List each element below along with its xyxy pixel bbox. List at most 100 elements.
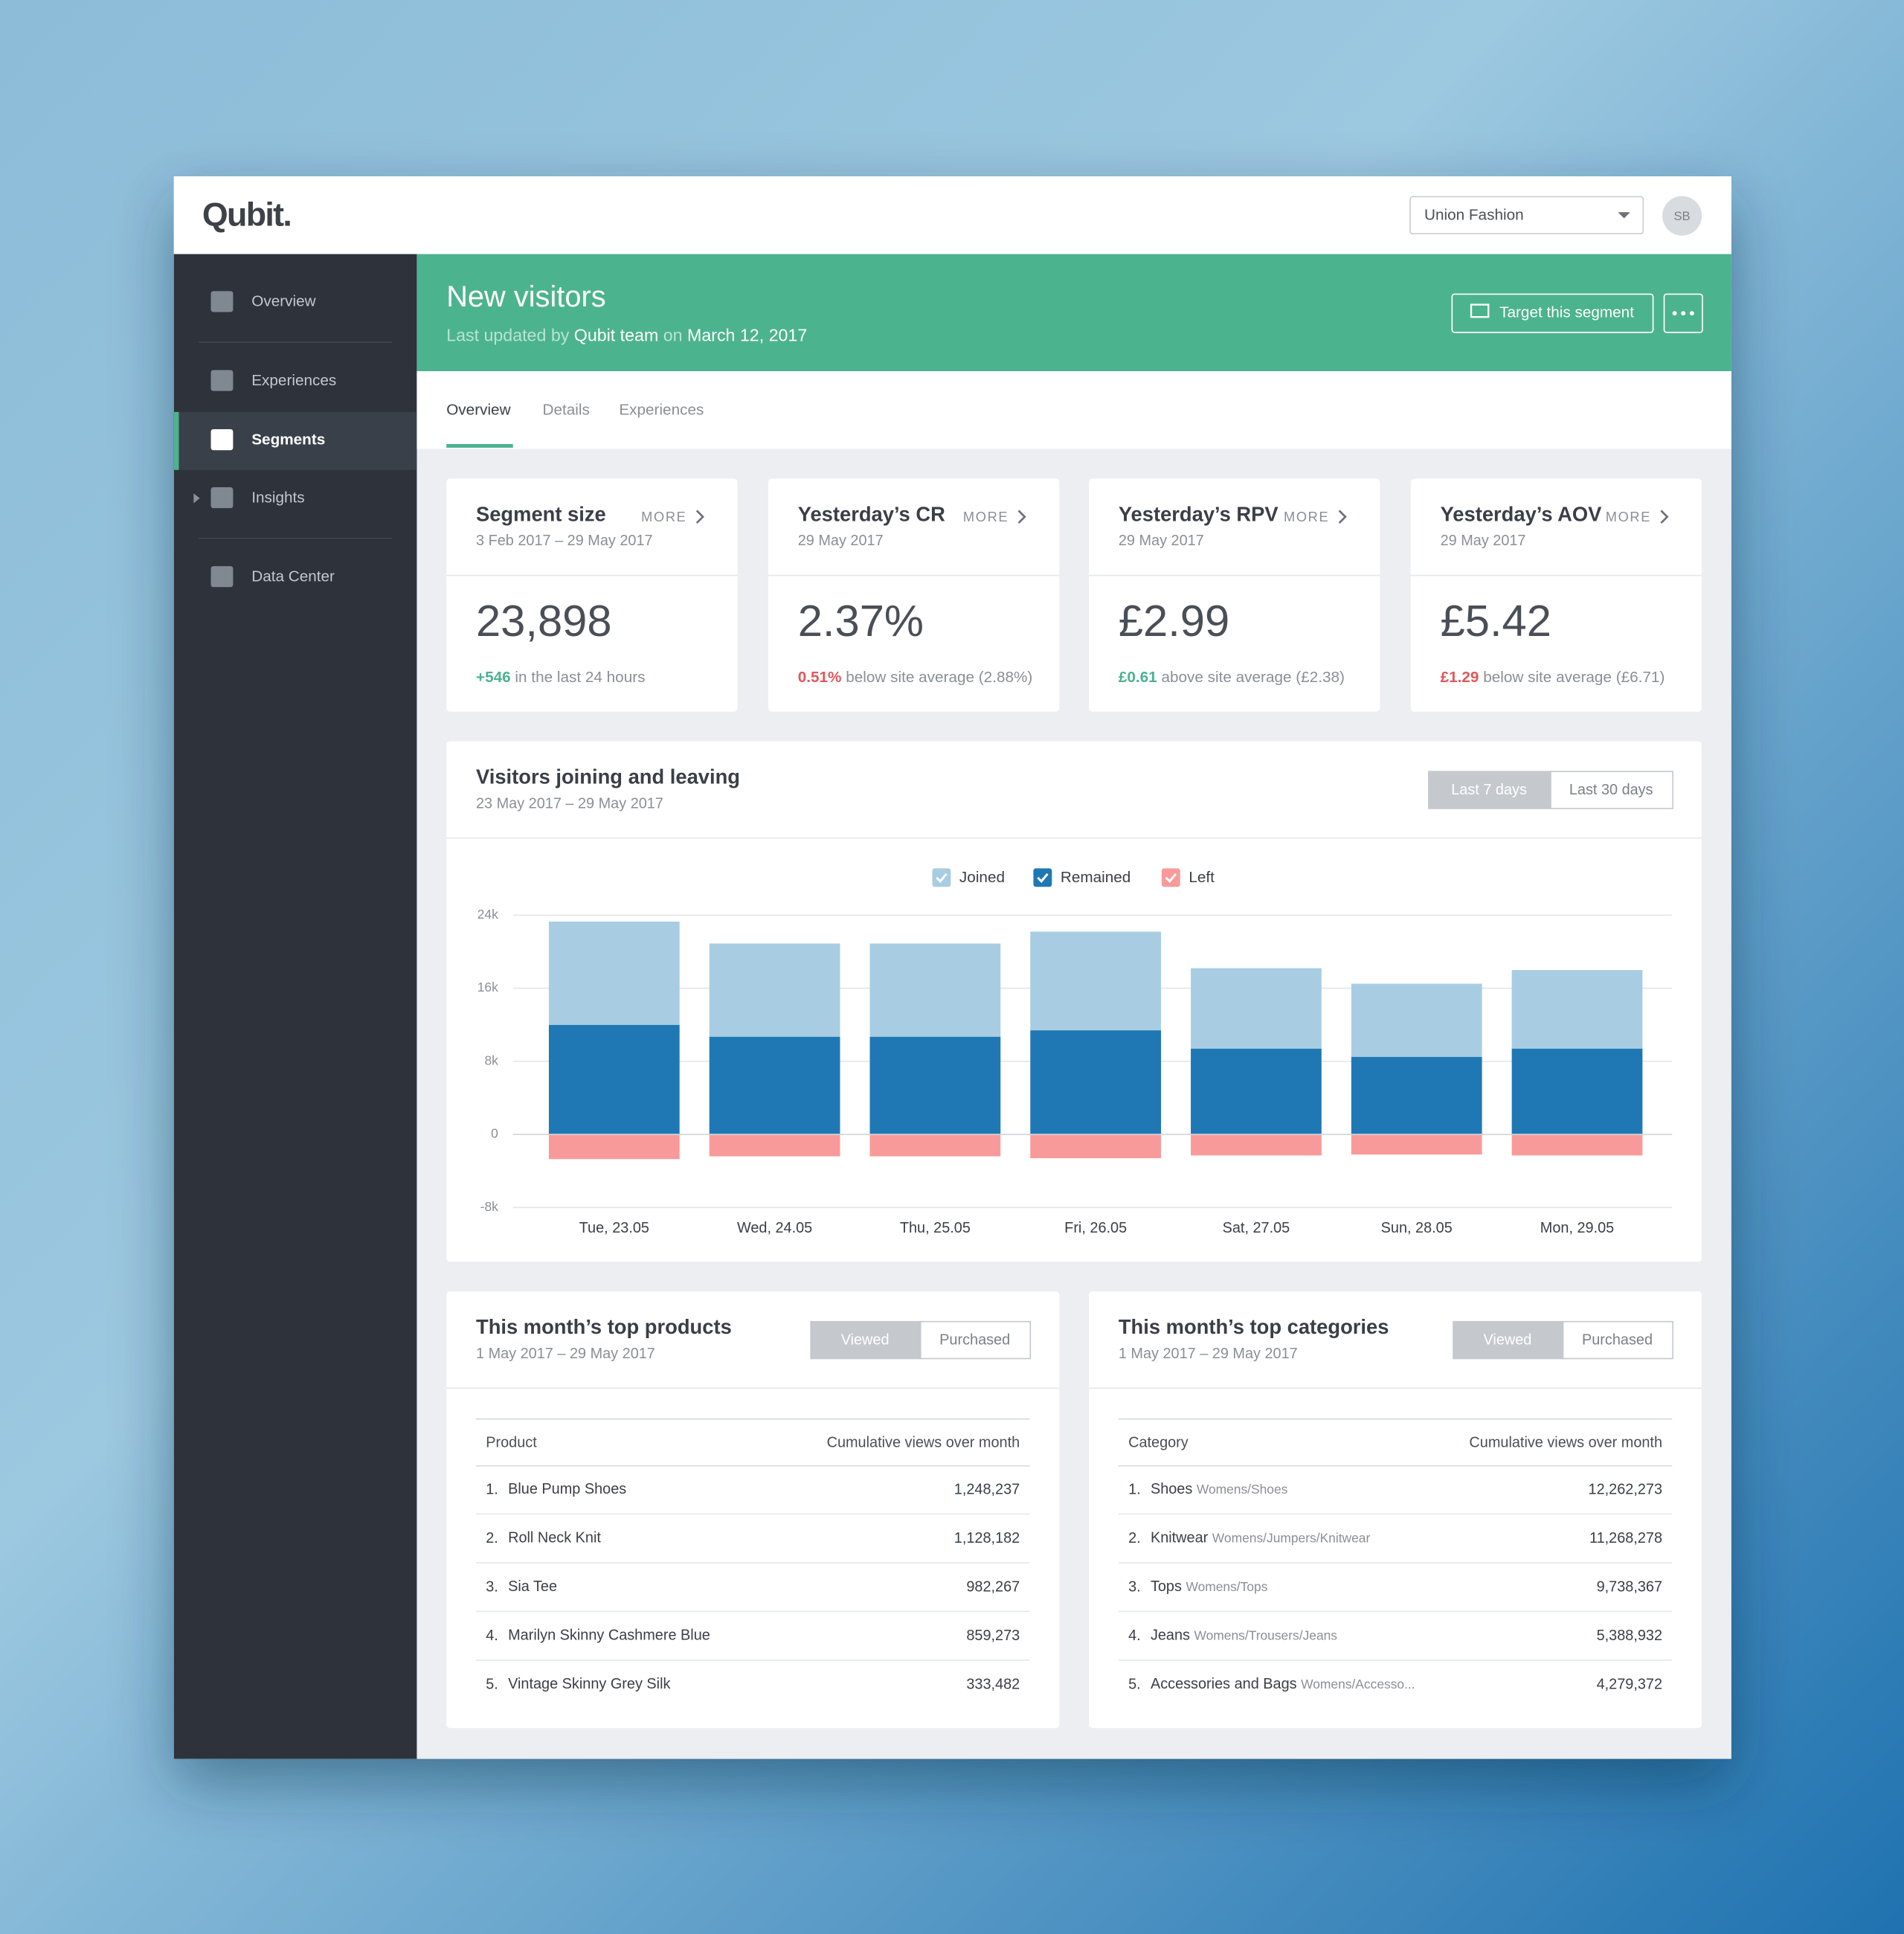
- column-header: Cumulative views over month: [827, 1434, 1020, 1450]
- legend-label: Joined: [959, 869, 1005, 886]
- kpi-note: +546 in the last 24 hours: [476, 669, 646, 686]
- kpi-date: 29 May 2017: [1119, 533, 1204, 549]
- row-name: Sia Tee: [508, 1578, 557, 1595]
- nav-item[interactable]: Overview: [251, 293, 316, 310]
- row-path: Womens/Jumpers/Knitwear: [1212, 1530, 1371, 1545]
- toggle-label: Viewed: [841, 1332, 890, 1349]
- chevron: [1017, 510, 1026, 524]
- kpi-value: 23,898: [476, 596, 612, 646]
- kpi-note: 0.51% below site average (2.88%): [798, 669, 1033, 686]
- more-link[interactable]: MORE: [1606, 509, 1651, 524]
- bar-segment: [1351, 1056, 1482, 1135]
- chevron: [695, 510, 704, 524]
- toggle-button[interactable]: [810, 1320, 922, 1360]
- toggle-button[interactable]: [1453, 1320, 1564, 1360]
- bar-segment: [709, 1134, 840, 1157]
- expand-arrow[interactable]: [193, 493, 200, 504]
- y-tick-label: 16k: [477, 980, 498, 995]
- nav-item[interactable]: Segments: [251, 431, 325, 448]
- legend-swatch[interactable]: [1161, 868, 1180, 887]
- legend-check: [1037, 873, 1049, 883]
- bar-segment: [869, 1134, 1001, 1157]
- nav-icon: [210, 291, 234, 312]
- row-path: Womens/Accesso...: [1301, 1677, 1415, 1692]
- logo[interactable]: Qubit.: [202, 196, 292, 234]
- bar-segment: [1511, 970, 1643, 1049]
- x-tick-label: Mon, 29.05: [1540, 1220, 1614, 1236]
- tab-bar: [416, 371, 1731, 449]
- row-label: Accessories and Bags: [1151, 1676, 1297, 1692]
- chevron: [1660, 510, 1669, 524]
- toggle-button[interactable]: [919, 1320, 1032, 1360]
- legend-swatch[interactable]: [932, 868, 951, 887]
- more-link[interactable]: MORE: [1284, 509, 1329, 524]
- nav-item[interactable]: Experiences: [251, 372, 336, 389]
- row-name: Vintage Skinny Grey Silk: [508, 1676, 670, 1692]
- toggle-button[interactable]: [1550, 771, 1673, 809]
- more-link[interactable]: MORE: [963, 509, 1009, 524]
- table-title: This month’s top products: [476, 1315, 732, 1338]
- updated-date: March 12, 2017: [687, 326, 807, 345]
- bar-segment: [548, 1024, 680, 1135]
- row-path: Womens/Shoes: [1197, 1482, 1288, 1497]
- kpi-note: £1.29 below site average (£6.71): [1441, 669, 1665, 686]
- sidebar-active-bar: [173, 411, 179, 470]
- bar-segment: [1511, 1134, 1643, 1156]
- row-name: Accessories and Bags Womens/Accesso...: [1151, 1676, 1415, 1692]
- updated-prefix: Last updated by: [446, 326, 570, 345]
- table-card: [446, 1291, 1060, 1729]
- account-select[interactable]: [1409, 196, 1644, 235]
- chart-date: 23 May 2017 – 29 May 2017: [476, 795, 663, 812]
- kpi-title: Yesterday’s AOV: [1441, 502, 1603, 525]
- row-value: 5,388,932: [1597, 1628, 1662, 1644]
- toggle-button[interactable]: [1427, 771, 1551, 809]
- nav-icon: [210, 429, 234, 451]
- row-rank: 4.: [486, 1628, 498, 1644]
- kpi-note-text: above site average (£2.38): [1161, 669, 1344, 686]
- row-rank: 5.: [1128, 1676, 1141, 1692]
- y-tick-label: -8k: [480, 1199, 498, 1214]
- row-rank: 3.: [1128, 1578, 1141, 1595]
- row-label: Vintage Skinny Grey Silk: [508, 1676, 670, 1692]
- kpi-note-text: below site average (2.88%): [846, 669, 1032, 686]
- toggle-label: Viewed: [1484, 1332, 1532, 1349]
- segment-updated: Last updated by Qubit team on March 12, …: [446, 326, 807, 345]
- row-value: 859,273: [966, 1628, 1020, 1644]
- table-title: This month’s top categories: [1119, 1315, 1389, 1338]
- row-value: 333,482: [966, 1676, 1020, 1692]
- bar-segment: [1191, 1048, 1322, 1135]
- nav-item[interactable]: Data Center: [251, 568, 335, 585]
- more-link[interactable]: MORE: [641, 509, 686, 524]
- row-value: 1,248,237: [954, 1481, 1020, 1497]
- table-date: 1 May 2017 – 29 May 2017: [1119, 1346, 1298, 1362]
- y-tick-label: 8k: [484, 1053, 498, 1067]
- nav-icon: [210, 566, 234, 588]
- row-label: Marilyn Skinny Cashmere Blue: [508, 1628, 710, 1644]
- updated-by[interactable]: Qubit team: [574, 326, 658, 345]
- row-name: Knitwear Womens/Jumpers/Knitwear: [1151, 1530, 1371, 1546]
- kpi-value: 2.37%: [798, 596, 924, 646]
- row-label: Tops: [1151, 1578, 1182, 1595]
- kpi-date: 29 May 2017: [798, 533, 884, 549]
- avatar[interactable]: [1662, 196, 1702, 236]
- bar-segment: [1511, 1048, 1643, 1135]
- tab[interactable]: Details: [543, 402, 590, 419]
- kpi-note-text: below site average (£6.71): [1483, 669, 1665, 686]
- tab[interactable]: Experiences: [619, 402, 704, 419]
- legend-swatch[interactable]: [1033, 868, 1052, 887]
- target-button[interactable]: [1451, 293, 1654, 333]
- bar-segment: [1030, 1030, 1162, 1135]
- legend-label: Left: [1189, 869, 1215, 886]
- kpi-title: Yesterday’s CR: [798, 502, 945, 525]
- toggle-button[interactable]: [1562, 1320, 1673, 1360]
- nav-item[interactable]: Insights: [251, 489, 304, 506]
- kpi-delta: £0.61: [1119, 669, 1157, 686]
- legend-check: [936, 873, 948, 883]
- row-rank: 5.: [486, 1676, 498, 1692]
- target-label: Target this segment: [1499, 304, 1634, 321]
- more-button[interactable]: [1663, 293, 1703, 333]
- bar-segment: [1351, 983, 1482, 1057]
- table-date: 1 May 2017 – 29 May 2017: [476, 1346, 655, 1362]
- tab[interactable]: Overview: [446, 402, 511, 419]
